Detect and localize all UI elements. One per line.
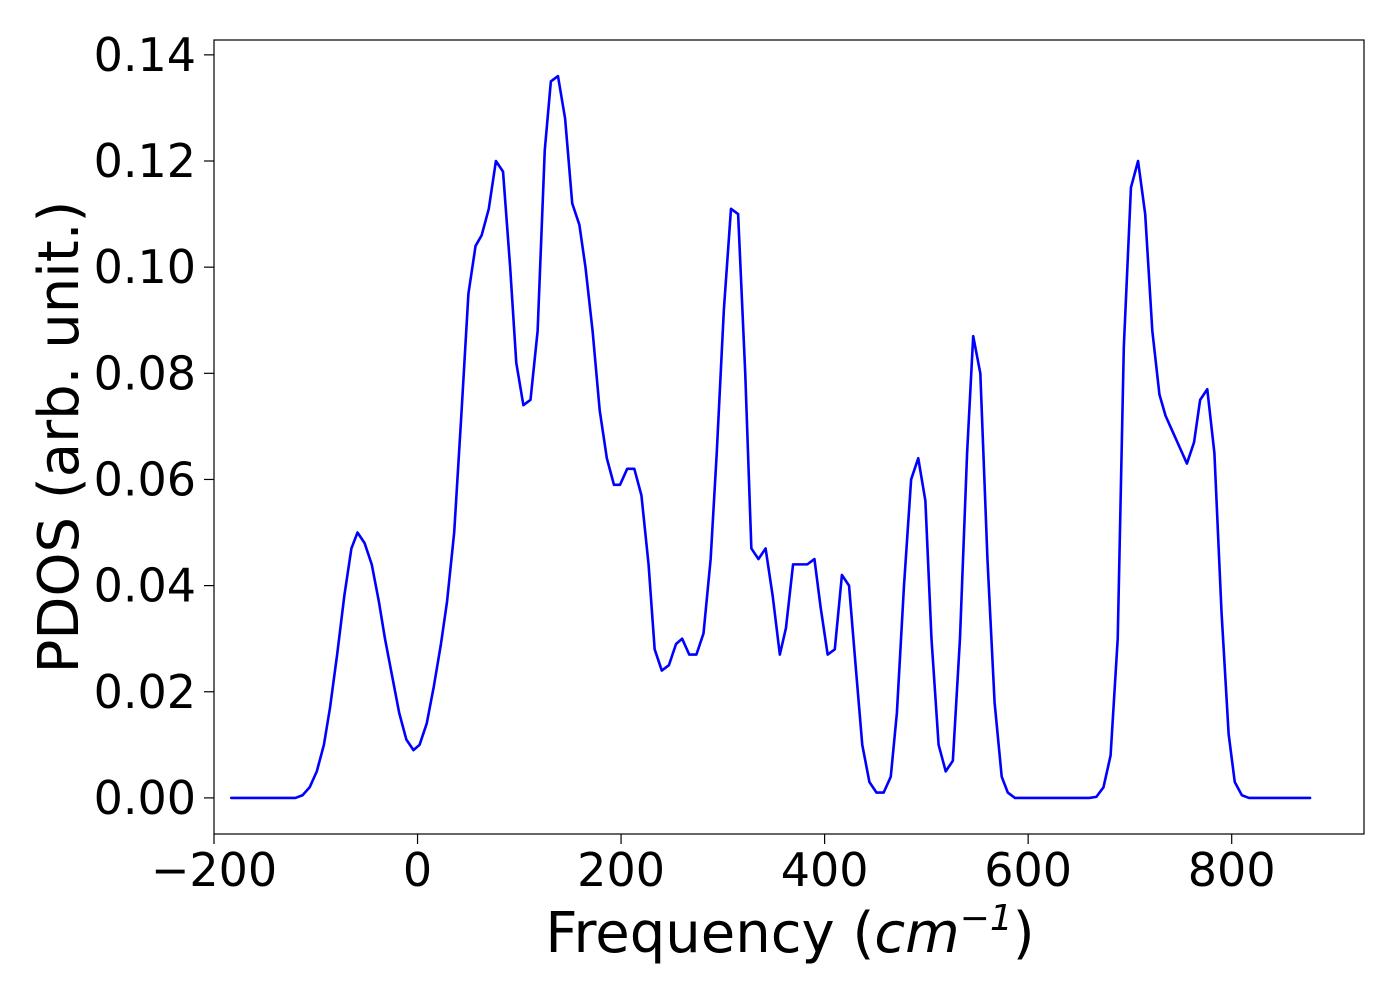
x-axis-title-prefix: Frequency ( — [545, 901, 874, 966]
y-axis-title: PDOS (arb. unit.) — [27, 201, 92, 674]
x-tick-label: −200 — [151, 843, 277, 897]
x-tick-label: 800 — [1188, 843, 1276, 897]
x-axis-title: Frequency (cm−1) — [545, 898, 1034, 966]
pdos-series-line — [230, 74, 1312, 800]
x-axis-title-exponent: −1 — [960, 898, 1013, 939]
x-tick-label: 600 — [984, 843, 1072, 897]
series-layer — [230, 74, 1312, 800]
x-axis-title-unit: cm — [874, 901, 959, 966]
x-tick-label: 200 — [577, 843, 665, 897]
x-tick-label: 400 — [781, 843, 869, 897]
plot-area-frame — [213, 39, 1365, 835]
y-tick-label: 0.04 — [94, 559, 196, 613]
x-axis-ticks: −200 0 200 400 600 800 — [151, 834, 1276, 897]
y-tick-label: 0.02 — [94, 665, 196, 719]
y-tick-label: 0.00 — [94, 771, 196, 825]
x-tick-label: 0 — [403, 843, 432, 897]
x-axis-title-suffix: ) — [1013, 901, 1035, 966]
y-tick-label: 0.14 — [94, 28, 196, 82]
y-tick-label: 0.10 — [94, 240, 196, 294]
y-axis-ticks: 0.00 0.02 0.04 0.06 0.08 0.10 0.12 0.14 — [94, 28, 214, 825]
y-tick-label: 0.12 — [94, 134, 196, 188]
y-tick-label: 0.06 — [94, 452, 196, 506]
y-tick-label: 0.08 — [94, 346, 196, 400]
